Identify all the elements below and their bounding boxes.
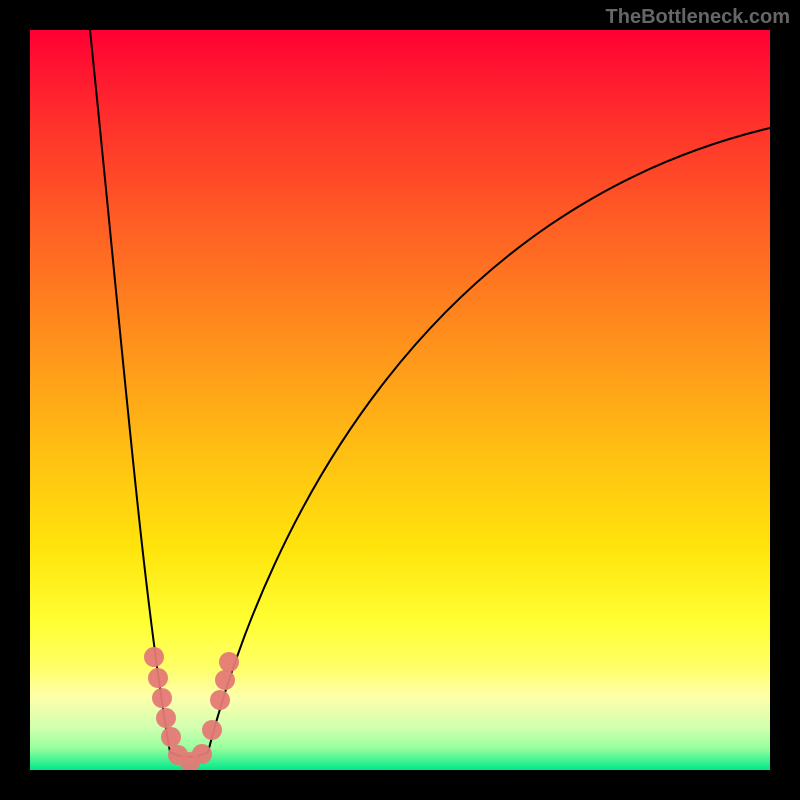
- data-point: [148, 668, 168, 688]
- data-point: [192, 744, 212, 764]
- data-point: [144, 647, 164, 667]
- data-point: [161, 727, 181, 747]
- gradient-background: [30, 30, 770, 770]
- data-point: [210, 690, 230, 710]
- plot-area: [30, 30, 770, 770]
- bottleneck-chart: [30, 30, 770, 770]
- data-point: [156, 708, 176, 728]
- watermark-text: TheBottleneck.com: [606, 6, 790, 29]
- data-point: [215, 670, 235, 690]
- data-point: [152, 688, 172, 708]
- data-point: [219, 652, 239, 672]
- data-point: [202, 720, 222, 740]
